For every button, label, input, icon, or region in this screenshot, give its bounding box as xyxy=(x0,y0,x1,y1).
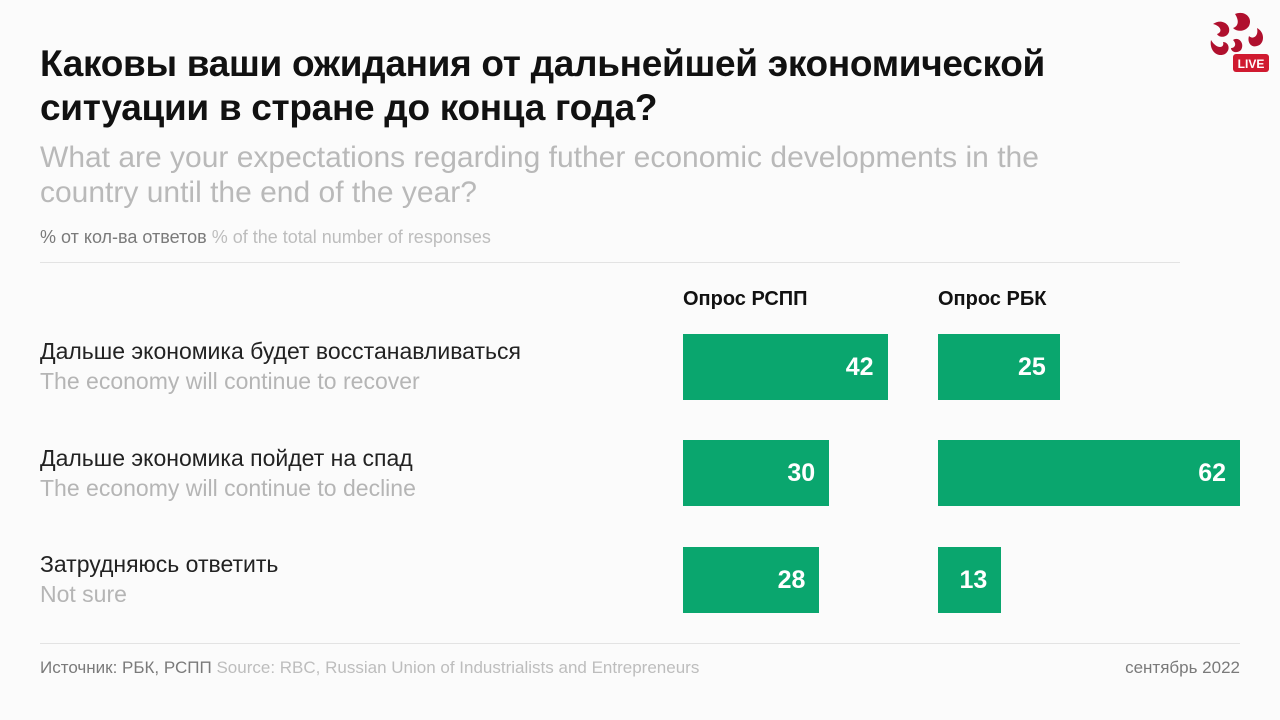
source-note: Источник: РБК, РСПП Source: RBC, Russian… xyxy=(40,658,699,678)
bar-rbc-2 xyxy=(938,547,1002,613)
category-label-ru: Затрудняюсь ответить xyxy=(40,551,279,577)
bar-value-label: 62 xyxy=(1198,459,1226,487)
bar-value-label: 42 xyxy=(845,353,874,381)
bar-rspp-0 xyxy=(683,334,888,400)
bar-value-label: 13 xyxy=(959,566,988,594)
divider-top xyxy=(40,262,1180,263)
units-en: % of the total number of responses xyxy=(211,227,491,247)
series-header-rbc: Опрос РБК xyxy=(938,288,1047,310)
category-label-en: The economy will continue to decline xyxy=(40,475,416,501)
bar-rspp-2 xyxy=(683,547,820,613)
category-label-en: Not sure xyxy=(40,581,127,607)
units-ru: % от кол-ва ответов xyxy=(40,227,207,247)
bar-rbc-1 xyxy=(938,440,1240,506)
logo-live-text: LIVE xyxy=(1238,57,1265,71)
bar-rspp-1 xyxy=(683,440,830,506)
source-ru: Источник: РБК, РСПП xyxy=(40,658,212,677)
units-note: % от кол-ва ответов % of the total numbe… xyxy=(40,227,491,248)
category-label-en: The economy will continue to recover xyxy=(40,368,420,394)
chart-subtitle: What are your expectations regarding fut… xyxy=(40,141,1039,209)
series-header-rspp: Опрос РСПП xyxy=(683,288,808,310)
source-en: Source: RBC, Russian Union of Industrial… xyxy=(216,658,700,677)
bar-value-label: 30 xyxy=(787,459,816,487)
rbc-live-logo: LIVE xyxy=(1210,12,1269,72)
category-label-ru: Дальше экономика будет восстанавливаться xyxy=(40,338,521,364)
bar-rbc-0 xyxy=(938,334,1060,400)
divider-bottom xyxy=(40,643,1240,644)
category-label-ru: Дальше экономика пойдет на спад xyxy=(40,445,413,471)
chart-title: Каковы ваши ожидания от дальнейшей эконо… xyxy=(40,43,1045,128)
bar-value-label: 28 xyxy=(777,566,806,594)
date-label: сентябрь 2022 xyxy=(1125,658,1240,677)
bar-value-label: 25 xyxy=(1017,353,1046,381)
